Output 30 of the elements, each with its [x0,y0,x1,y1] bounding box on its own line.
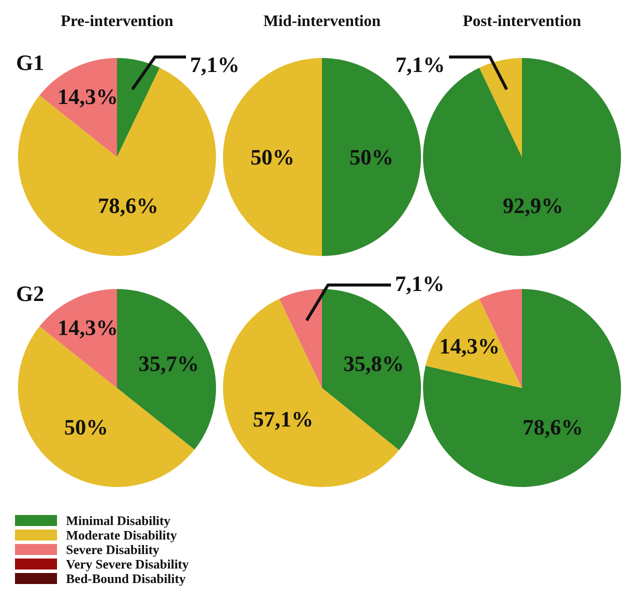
data-label: 14,3% [439,334,500,359]
data-label: 50% [350,144,394,170]
pie-slice [279,289,322,388]
chart-title: Pre-intervention [60,13,174,30]
data-label: 35,7% [138,350,199,376]
data-label: 50% [64,414,108,440]
data-label: 14,3% [58,84,118,110]
legend-label: Bed-Bound Disability [66,571,186,586]
data-label: 7,1% [190,52,240,77]
legend-label: Very Severe Disability [66,556,190,572]
pie-slice [117,58,160,157]
data-label: 78,6% [98,192,158,218]
data-label: 7,1% [396,52,445,77]
data-label: 92,9% [502,192,564,218]
data-label: 7,1% [395,271,444,296]
text: G1 [16,50,44,75]
pie-slice [426,298,522,388]
chart-title: Mid-intervention [263,13,381,30]
legend-label: Moderate Disability [66,528,178,542]
chart-title: Post-intervention [462,13,582,30]
pie-slice [117,289,216,450]
legend-label: Minimal Disability [66,513,171,528]
data-label: 57,1% [252,406,314,432]
legend-label: Severe Disability [66,542,160,557]
data-label: 14,3% [58,315,118,340]
data-label: 50% [250,144,294,170]
data-label: 35,8% [344,350,404,376]
data-label: 78,6% [522,414,584,440]
pie-slice [479,58,522,157]
text: G2 [16,281,44,306]
